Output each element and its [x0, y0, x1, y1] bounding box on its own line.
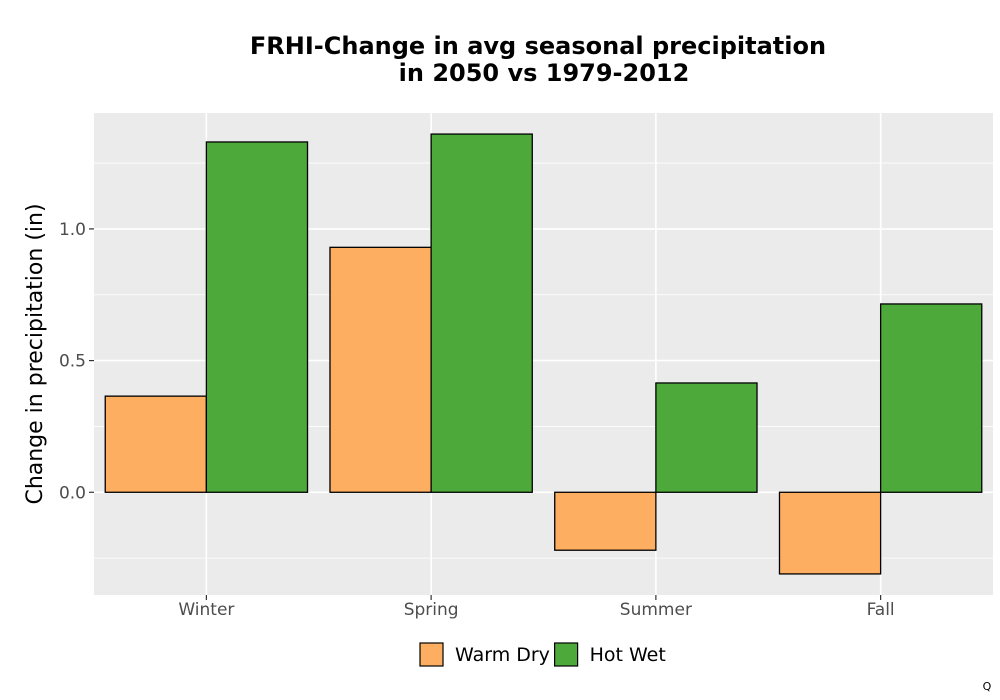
x-tick-label: Fall — [867, 600, 895, 620]
bar-hot-wet-fall — [879, 303, 983, 493]
chart-title-line-1: FRHI-Change in avg seasonal precipitatio… — [250, 32, 826, 60]
legend-key — [553, 642, 579, 667]
bar-warm-dry-spring — [329, 246, 432, 493]
y-tick-label: 0.0 — [59, 483, 86, 503]
y-axis-ticks: 0.0 0.5 1.0 — [59, 220, 94, 503]
x-tick-label: Summer — [620, 600, 692, 620]
bar-warm-dry-fall — [778, 491, 882, 575]
x-tick-label: Winter — [178, 600, 234, 620]
bar-warm-dry-summer — [554, 491, 657, 551]
y-tick-label: 1.0 — [59, 220, 86, 240]
x-axis-ticks: Winter Spring Summer Fall — [178, 595, 895, 620]
bar-hot-wet-summer — [655, 382, 758, 493]
bar-hot-wet-winter — [205, 141, 309, 493]
y-axis-title: Change in precipitation (in) — [23, 203, 48, 504]
legend-label: Hot Wet — [590, 644, 666, 666]
bars — [104, 133, 983, 575]
chart-title-line-2: in 2050 vs 1979-2012 — [399, 59, 690, 87]
x-tick-label: Spring — [404, 600, 459, 620]
bar-hot-wet-spring — [430, 133, 533, 493]
legend-label: Warm Dry — [455, 644, 550, 666]
legend: Warm Dry Hot Wet — [419, 642, 666, 667]
corner-mark: Q — [983, 680, 992, 693]
legend-key — [419, 642, 444, 667]
bar-warm-dry-winter — [104, 395, 208, 493]
y-tick-label: 0.5 — [59, 352, 86, 372]
